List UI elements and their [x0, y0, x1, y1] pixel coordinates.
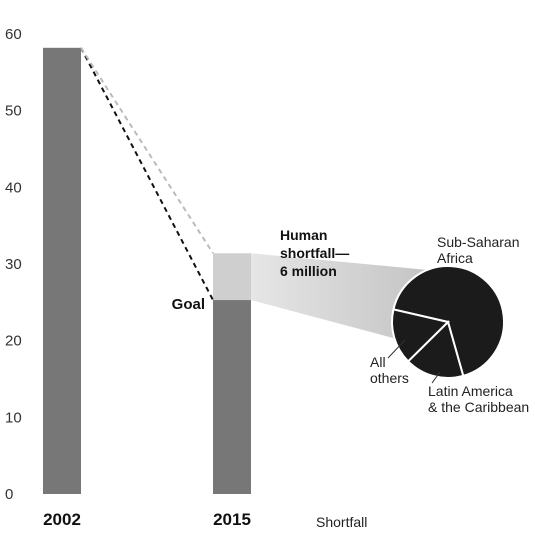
- bar-2015: [213, 300, 251, 494]
- projection-dashed-line: [80, 47, 214, 254]
- pie-leader-line: [431, 371, 441, 384]
- y-tick-label: 60: [5, 26, 22, 43]
- y-tick-label: 50: [5, 103, 22, 120]
- y-tick-label: 20: [5, 333, 22, 350]
- category-label-2015: 2015: [213, 510, 251, 529]
- bar-2015-shortfall: [213, 253, 251, 301]
- bar-2002: [43, 47, 81, 495]
- category-label-2002: 2002: [43, 510, 81, 529]
- pie-slice-all-others: [391, 308, 450, 363]
- pie-slice-latin-america: [406, 320, 465, 379]
- goal-label: Goal: [172, 296, 205, 313]
- shortfall-pie: [391, 265, 505, 379]
- shortfall-annotation: Human shortfall— 6 million: [280, 227, 349, 279]
- pie-label-latin-america: Latin America & the Caribbean: [428, 383, 529, 415]
- shortfall-label: Shortfall: [316, 514, 367, 530]
- y-tick-label: 0: [5, 486, 13, 503]
- pie-label-all-others: All others: [370, 354, 409, 386]
- y-tick-label: 10: [5, 409, 22, 426]
- shortfall-callout-wedge: [251, 253, 428, 342]
- y-tick-label: 40: [5, 179, 22, 196]
- y-tick-label: 30: [5, 256, 22, 273]
- goal-dashed-line: [80, 47, 214, 301]
- pie-leader-line: [387, 339, 406, 359]
- pie-label-sub-saharan-africa: Sub-Saharan Africa: [437, 234, 520, 266]
